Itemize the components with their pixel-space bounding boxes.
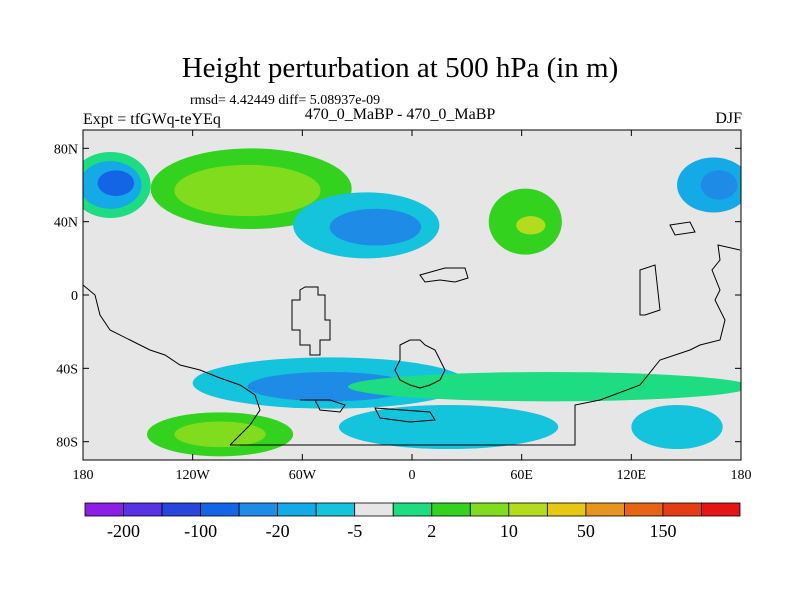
x-tick-label: 60W	[289, 468, 317, 483]
y-tick-label: 80N	[54, 142, 78, 157]
colorbar-swatch	[238, 502, 279, 517]
x-tick-label: 60E	[510, 468, 533, 483]
coastline-asia-island	[419, 267, 469, 283]
colorbar-label: -100	[184, 521, 217, 541]
x-axis: 180 120W 60W 0 60E 120E 180	[73, 130, 752, 483]
colorbar-label: 50	[577, 521, 595, 541]
coastlines	[83, 221, 741, 446]
colorbar-swatch	[354, 502, 394, 517]
contour-southern-ridge-band	[348, 372, 741, 402]
colorbar-swatch	[200, 502, 240, 517]
colorbar-swatch	[315, 502, 356, 517]
colorbar-swatch	[123, 502, 163, 517]
y-tick-label: 40S	[56, 362, 78, 377]
colorbar-swatch	[431, 502, 471, 517]
x-tick-label: 0	[409, 468, 416, 483]
season-label: DJF	[715, 110, 742, 127]
x-tick-label: 180	[731, 468, 752, 483]
coastline-antarctica	[230, 244, 741, 446]
contour-east-high-core	[516, 216, 546, 235]
x-tick-label: 120W	[176, 468, 211, 483]
colorbar-label: -5	[347, 521, 362, 541]
colorbar-swatch	[161, 502, 201, 517]
colorbar-swatch	[84, 502, 124, 517]
contour-antarctic-low-east	[631, 405, 723, 449]
contour-pacific-low-core	[700, 170, 738, 200]
colorbar-swatch	[392, 502, 433, 517]
coastline-americas	[83, 284, 261, 446]
colorbar: -200 -100 -20 -5 2 10 50 150	[84, 502, 741, 541]
colorbar-label: -200	[107, 521, 140, 541]
x-tick-label: 180	[73, 468, 94, 483]
colorbar-swatch	[469, 502, 510, 517]
y-tick-label: 40N	[54, 216, 78, 231]
colorbar-label: 2	[427, 521, 436, 541]
experiment-label: Expt = tfGWq-teYEq	[83, 111, 221, 128]
colorbar-swatch	[277, 502, 317, 517]
coastline-greenland	[669, 221, 696, 236]
coastline-east	[639, 264, 661, 316]
contour-southern-trough-core	[247, 372, 412, 402]
contour-antarctic-high-core	[174, 421, 266, 448]
coastline-antarctic-peninsula	[300, 399, 436, 423]
contour-regions	[83, 148, 741, 457]
colorbar-swatch	[624, 502, 664, 517]
colorbar-swatch	[585, 502, 625, 517]
x-tick-label: 120E	[617, 468, 647, 483]
contour-antarctic-low	[338, 405, 559, 449]
colorbar-label: -20	[266, 521, 290, 541]
chart-title: Height perturbation at 500 hPa (in m)	[181, 52, 619, 84]
y-tick-label: 0	[71, 289, 78, 304]
contour-arctic-pacific-low-core	[97, 170, 135, 197]
colorbar-swatch	[662, 502, 702, 517]
colorbar-label: 10	[500, 521, 518, 541]
colorbar-swatch	[508, 502, 548, 517]
stats-text: rmsd= 4.42449 diff= 5.08937e-09	[190, 93, 381, 108]
colorbar-swatch	[546, 502, 587, 517]
colorbar-label: 150	[649, 521, 676, 541]
contour-north-atlantic-high-core	[174, 164, 321, 217]
coastline-south-america	[291, 286, 331, 356]
contour-eurasia-low-core	[329, 208, 422, 246]
y-axis: 80N 40N 0 40S 80S	[54, 142, 741, 451]
coastline-africa	[394, 339, 446, 389]
colorbar-swatch	[701, 502, 741, 517]
y-tick-label: 80S	[56, 436, 78, 451]
comparison-label: 470_0_MaBP - 470_0_MaBP	[304, 106, 496, 123]
